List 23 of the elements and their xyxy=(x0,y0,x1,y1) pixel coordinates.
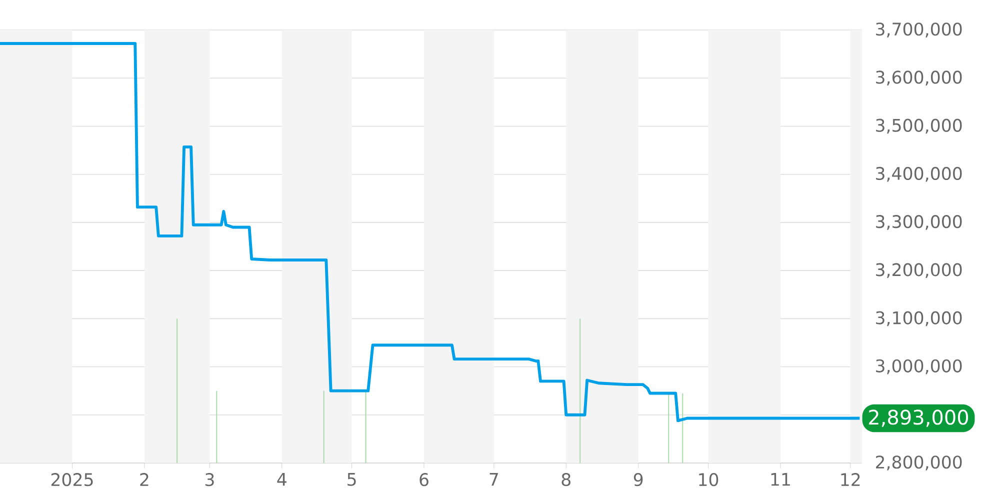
x-tick-label: 2 xyxy=(140,473,148,486)
y-tick-label: 3,700,000 xyxy=(876,22,962,38)
y-tick-label: 2,800,000 xyxy=(876,456,962,470)
x-tick-label: 9 xyxy=(634,473,643,486)
x-tick-label: 10 xyxy=(699,473,718,486)
x-tick-label: 3 xyxy=(205,473,214,486)
y-tick-label: 3,200,000 xyxy=(876,263,962,278)
x-tick-label: 12 xyxy=(841,473,860,486)
y-tick-label: 3,300,000 xyxy=(876,215,962,230)
x-tick-label: 2025 xyxy=(51,473,93,486)
y-tick-label: 3,400,000 xyxy=(876,166,962,182)
y-tick-label: 3,600,000 xyxy=(876,70,962,86)
y-tick-label: 3,500,000 xyxy=(876,118,962,134)
y-tick-label: 3,000,000 xyxy=(876,359,962,374)
x-tick-label: 11 xyxy=(771,473,790,486)
y-tick-label: 3,100,000 xyxy=(876,311,962,326)
x-tick-label: 8 xyxy=(562,473,570,486)
x-tick-label: 4 xyxy=(277,473,286,486)
line-series xyxy=(0,42,862,422)
annotation: 2,893,000 xyxy=(869,410,968,427)
x-tick-label: 7 xyxy=(490,473,498,486)
x-tick-label: 6 xyxy=(420,473,428,486)
x-tick-label: 5 xyxy=(348,473,356,486)
